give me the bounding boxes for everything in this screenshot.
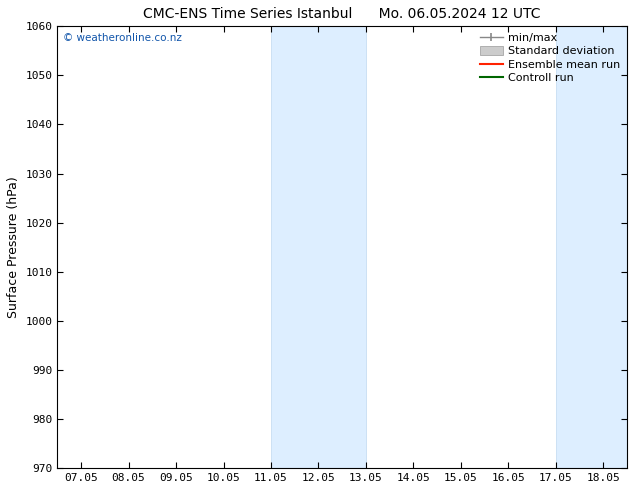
Title: CMC-ENS Time Series Istanbul      Mo. 06.05.2024 12 UTC: CMC-ENS Time Series Istanbul Mo. 06.05.2… [143,7,541,21]
Bar [556,26,627,468]
Legend: min/max, Standard deviation, Ensemble mean run, Controll run: min/max, Standard deviation, Ensemble me… [477,29,624,87]
Y-axis label: Surface Pressure (hPa): Surface Pressure (hPa) [7,176,20,318]
Text: © weatheronline.co.nz: © weatheronline.co.nz [63,33,182,43]
Bar [271,26,366,468]
